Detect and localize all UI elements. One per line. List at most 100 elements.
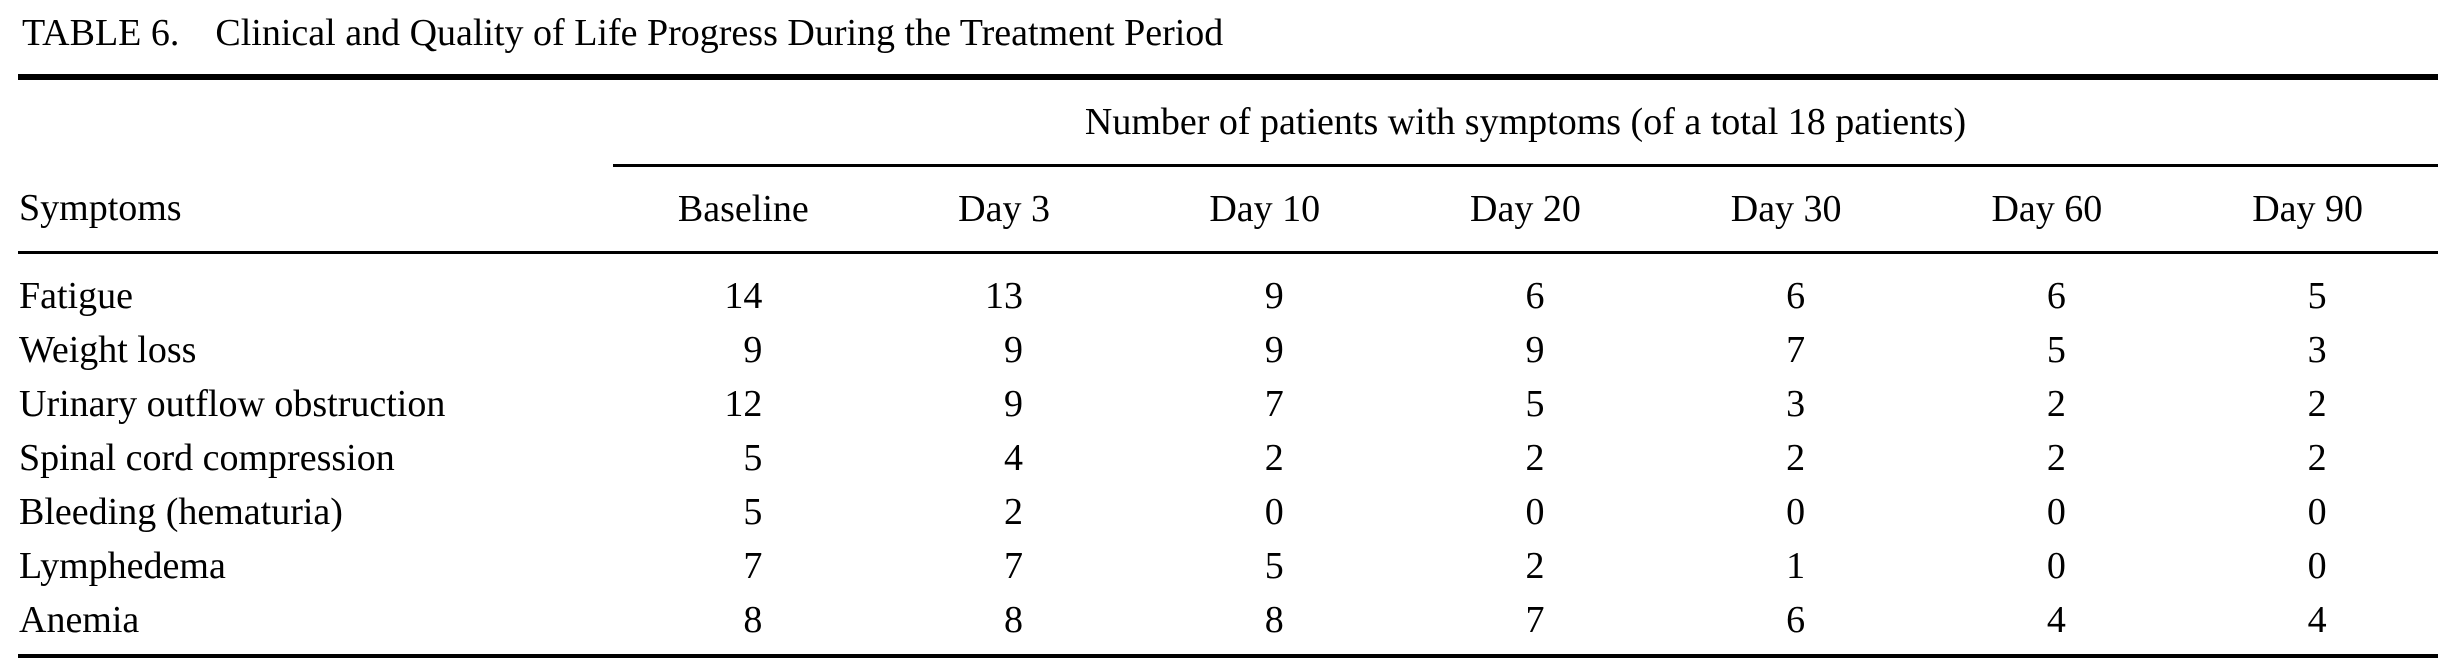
value-text: 2: [1525, 545, 1545, 587]
value-text: 2: [2307, 437, 2327, 479]
column-header-symptoms: Symptoms: [18, 165, 613, 254]
spanning-column-group-header: Number of patients with symptoms (of a t…: [613, 77, 2438, 167]
value-cell: 0: [1134, 485, 1395, 539]
value-cell: 9: [1395, 323, 1656, 377]
value-cell: 8: [613, 593, 874, 656]
value-text: 0: [2307, 491, 2327, 533]
value-text: 9: [1525, 329, 1545, 371]
value-text: 8: [1264, 599, 1284, 641]
table-row-anemia: Anemia 8 8 8 7 6 4 4: [18, 593, 2438, 656]
value-cell: 5: [1395, 377, 1656, 431]
value-cell: 6: [1656, 593, 1917, 656]
value-cell: 7: [1656, 323, 1917, 377]
value-cell: 9: [874, 323, 1135, 377]
value-cell: 0: [1917, 539, 2178, 593]
value-cell: 9: [874, 377, 1135, 431]
value-cell: 0: [1395, 485, 1656, 539]
value-cell: 2: [1917, 431, 2178, 485]
header-corner-spacer: [18, 77, 613, 166]
value-cell: 7: [1134, 377, 1395, 431]
value-cell: 14: [613, 253, 874, 324]
value-text: 3: [2307, 329, 2327, 371]
value-text: 2: [2046, 437, 2066, 479]
value-cell: 2: [874, 485, 1135, 539]
value-cell: 5: [2177, 253, 2438, 324]
value-text: 1: [1786, 545, 1806, 587]
value-text: 0: [1525, 491, 1545, 533]
value-cell: 5: [1134, 539, 1395, 593]
value-cell: 6: [1917, 253, 2178, 324]
value-text: 5: [1525, 383, 1545, 425]
column-header-day-10: Day 10: [1134, 165, 1396, 254]
symptom-cell: Bleeding (hematuria): [19, 491, 343, 533]
value-text: 7: [1004, 545, 1024, 587]
column-header-baseline: Baseline: [613, 165, 874, 254]
symptom-cell: Fatigue: [19, 275, 133, 317]
value-text: 9: [1264, 329, 1284, 371]
table-number-label: TABLE 6.: [22, 12, 180, 54]
value-text: 7: [1786, 329, 1806, 371]
value-text: 9: [1004, 383, 1024, 425]
value-cell: 2: [1656, 431, 1917, 485]
value-text: 9: [1264, 275, 1284, 317]
value-text: 2: [1264, 437, 1284, 479]
value-text: 4: [1004, 437, 1024, 479]
value-text: 2: [2307, 383, 2327, 425]
value-cell: 2: [2177, 431, 2438, 485]
value-text: 4: [2307, 599, 2327, 641]
value-cell: 1: [1656, 539, 1917, 593]
value-cell: 3: [1656, 377, 1917, 431]
value-text: 8: [743, 599, 763, 641]
value-text: 2: [1525, 437, 1545, 479]
value-cell: 3: [2177, 323, 2438, 377]
value-cell: 0: [2177, 539, 2438, 593]
column-header-day-20: Day 20: [1395, 165, 1656, 254]
value-cell: 4: [2177, 593, 2438, 656]
value-cell: 0: [1656, 485, 1917, 539]
value-cell: 2: [2177, 377, 2438, 431]
table-header: Number of patients with symptoms (of a t…: [18, 77, 2438, 254]
value-text: 5: [743, 491, 763, 533]
value-cell: 4: [1917, 593, 2178, 656]
value-text: 6: [1525, 275, 1545, 317]
value-cell: 6: [1656, 253, 1917, 324]
table-row-lymphedema: Lymphedema 7 7 5 2 1 0 0: [18, 539, 2438, 593]
table-row-spinal-cord-compression: Spinal cord compression 5 4 2 2 2 2 2: [18, 431, 2438, 485]
value-text: 0: [1786, 491, 1806, 533]
table-row-bleeding-hematuria: Bleeding (hematuria) 5 2 0 0 0 0 0: [18, 485, 2438, 539]
value-text: 7: [743, 545, 763, 587]
value-text: 0: [2046, 491, 2066, 533]
value-cell: 0: [1917, 485, 2178, 539]
value-text: 7: [1525, 599, 1545, 641]
value-text: 6: [1786, 599, 1806, 641]
value-cell: 8: [874, 593, 1135, 656]
value-text: 6: [1786, 275, 1806, 317]
value-cell: 9: [1134, 253, 1395, 324]
value-text: 3: [1786, 383, 1806, 425]
spanning-header-row: Number of patients with symptoms (of a t…: [18, 77, 2438, 167]
value-text: 5: [1264, 545, 1284, 587]
value-cell: 9: [613, 323, 874, 377]
symptom-cell: Urinary outflow obstruction: [19, 383, 446, 425]
value-text: 2: [1786, 437, 1806, 479]
value-cell: 2: [1395, 431, 1656, 485]
value-text: 0: [1264, 491, 1284, 533]
symptom-cell: Spinal cord compression: [19, 437, 395, 479]
value-text: 2: [1004, 491, 1024, 533]
value-cell: 6: [1395, 253, 1656, 324]
value-cell: 2: [1134, 431, 1395, 485]
value-text: 0: [2046, 545, 2066, 587]
value-text: 7: [1264, 383, 1284, 425]
symptom-cell: Lymphedema: [19, 545, 226, 587]
value-cell: 2: [1395, 539, 1656, 593]
table-row-fatigue: Fatigue 14 13 9 6 6 6 5: [18, 253, 2438, 324]
column-header-day-3: Day 3: [873, 165, 1135, 254]
value-cell: 5: [613, 431, 874, 485]
value-cell: 8: [1134, 593, 1395, 656]
table-title-text: Clinical and Quality of Life Progress Du…: [215, 12, 1224, 54]
value-text: 5: [2046, 329, 2066, 371]
symptom-cell: Weight loss: [19, 329, 197, 371]
value-text: 14: [724, 275, 763, 317]
value-text: 0: [2307, 545, 2327, 587]
